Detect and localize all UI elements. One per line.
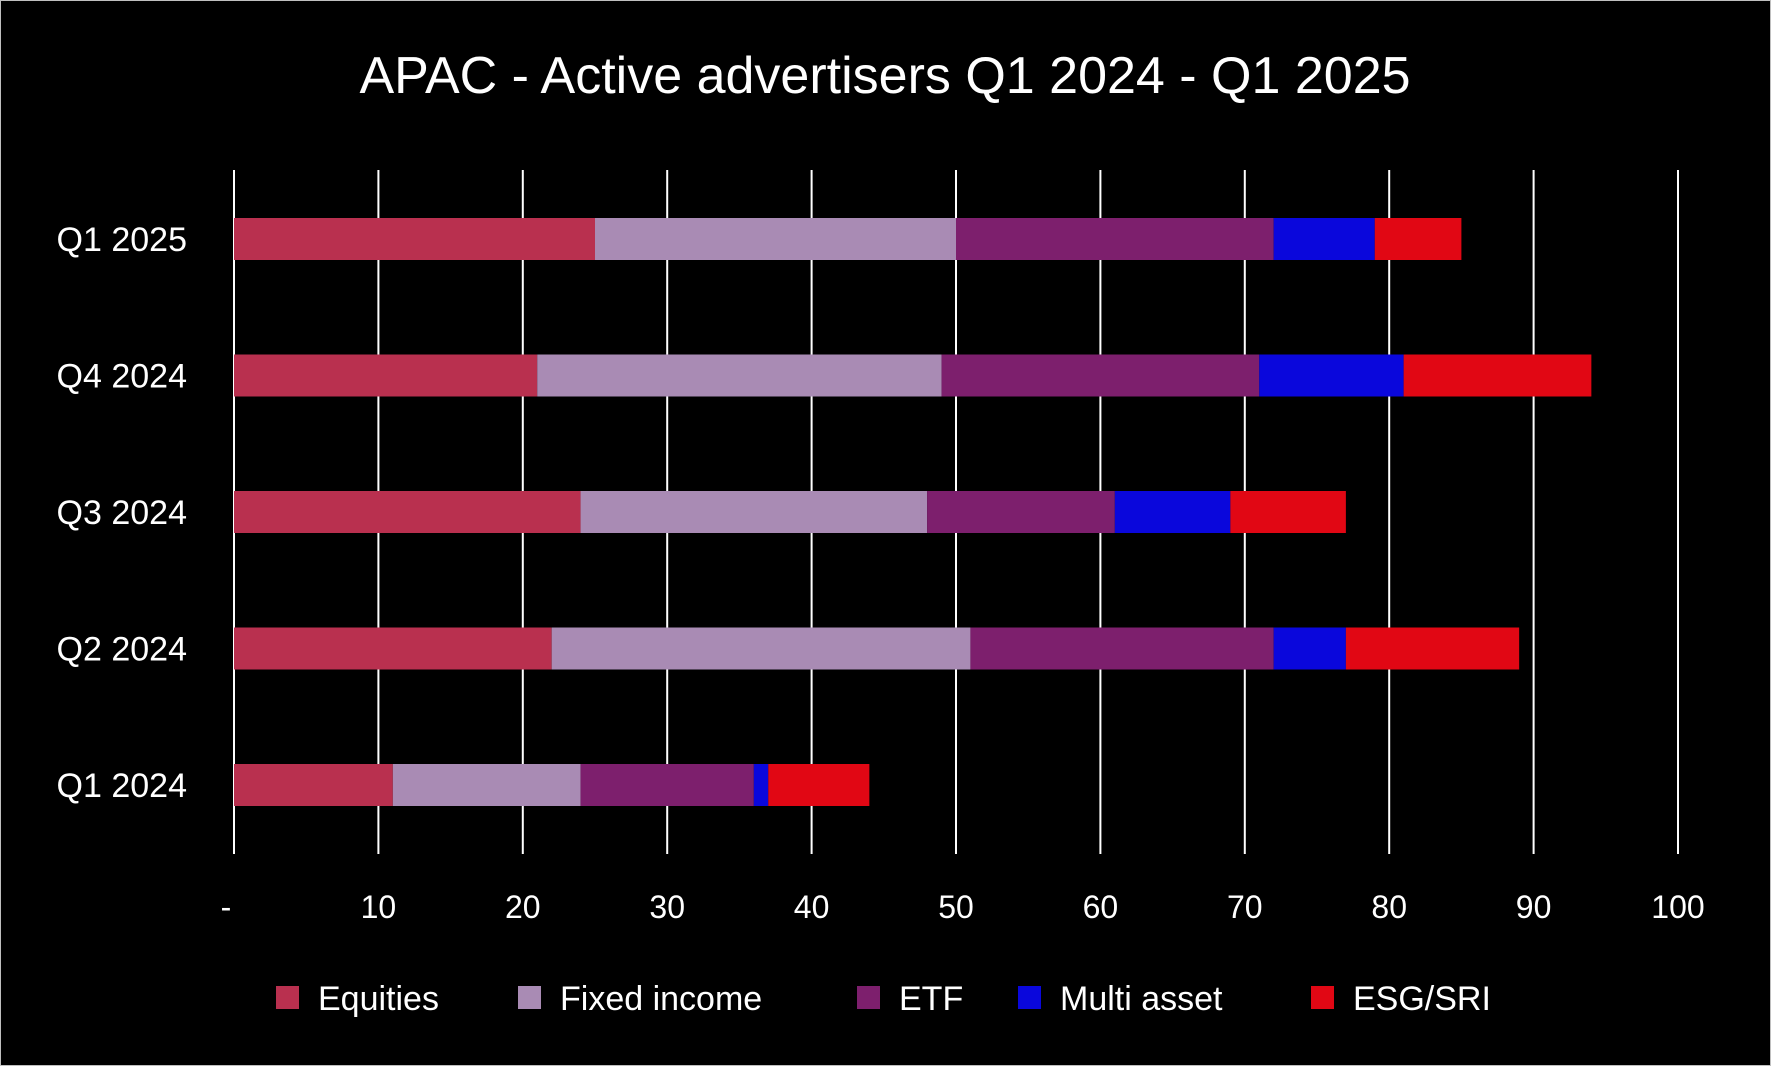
bar-segments bbox=[234, 218, 1592, 806]
legend-swatch bbox=[1311, 986, 1334, 1009]
bar-segment-etf bbox=[927, 491, 1115, 533]
legend-label: ESG/SRI bbox=[1353, 980, 1491, 1018]
x-tick-label: 50 bbox=[938, 889, 974, 925]
legend-label: ETF bbox=[899, 980, 963, 1018]
bar-segment-etf bbox=[580, 764, 754, 806]
legend: Equities Fixed income ETF Multi asset ESG/SR… bbox=[276, 980, 1491, 1018]
bar-segment-fixed-income bbox=[551, 627, 971, 670]
bar-segment-equities bbox=[234, 218, 595, 260]
bar-segment-equities bbox=[234, 491, 581, 533]
bar-segment-etf bbox=[941, 354, 1260, 397]
legend-label: Fixed income bbox=[560, 980, 762, 1018]
legend-swatch bbox=[518, 986, 541, 1009]
x-tick-label: 30 bbox=[649, 889, 685, 925]
bar-segment-equities bbox=[234, 627, 552, 670]
bar-segment-multi-asset bbox=[753, 764, 769, 806]
category-label: Q1 2025 bbox=[57, 221, 187, 259]
bar-segment-esg-sri bbox=[1374, 218, 1462, 260]
x-tick-label: - bbox=[221, 889, 232, 925]
bar-segment-multi-asset bbox=[1273, 218, 1375, 260]
bar-segment-fixed-income bbox=[595, 218, 956, 260]
x-tick-label: 70 bbox=[1227, 889, 1263, 925]
bar-segment-multi-asset bbox=[1114, 491, 1231, 533]
bar-segment-esg-sri bbox=[768, 764, 870, 806]
bar-segment-esg-sri bbox=[1230, 491, 1346, 533]
category-label: Q1 2024 bbox=[57, 767, 187, 805]
x-tick-label: 90 bbox=[1516, 889, 1552, 925]
legend-label: Equities bbox=[318, 980, 439, 1018]
bar-segment-equities bbox=[234, 354, 538, 397]
x-tick-label: 80 bbox=[1371, 889, 1407, 925]
bar-segment-equities bbox=[234, 764, 393, 806]
x-tick-label: 40 bbox=[794, 889, 830, 925]
bar-segment-fixed-income bbox=[537, 354, 942, 397]
bar-segment-fixed-income bbox=[392, 764, 581, 806]
x-tick-label: 100 bbox=[1651, 889, 1704, 925]
bar-segment-multi-asset bbox=[1259, 354, 1404, 397]
legend-swatch bbox=[1018, 986, 1041, 1009]
category-label: Q2 2024 bbox=[57, 631, 187, 669]
gridlines bbox=[233, 170, 1679, 854]
y-axis-category-labels: Q1 2025 Q4 2024 Q3 2024 Q2 2024 Q1 2024 bbox=[57, 221, 187, 805]
legend-label: Multi asset bbox=[1060, 980, 1223, 1018]
chart-title: APAC - Active advertisers Q1 2024 - Q1 2… bbox=[359, 47, 1410, 105]
x-tick-label: 60 bbox=[1083, 889, 1119, 925]
bar-segment-multi-asset bbox=[1273, 627, 1346, 670]
category-label: Q4 2024 bbox=[57, 358, 187, 396]
bar-segment-esg-sri bbox=[1345, 627, 1520, 670]
x-tick-label: 20 bbox=[505, 889, 541, 925]
bar-segment-etf bbox=[970, 627, 1274, 670]
bar-segment-esg-sri bbox=[1403, 354, 1592, 397]
legend-swatch bbox=[857, 986, 880, 1009]
bar-segment-etf bbox=[956, 218, 1274, 260]
x-axis-tick-labels: - 10 20 30 40 50 60 70 80 90 100 bbox=[221, 889, 1705, 925]
x-tick-label: 10 bbox=[361, 889, 397, 925]
legend-swatch bbox=[276, 986, 299, 1009]
category-label: Q3 2024 bbox=[57, 494, 187, 532]
bar-segment-fixed-income bbox=[580, 491, 928, 533]
